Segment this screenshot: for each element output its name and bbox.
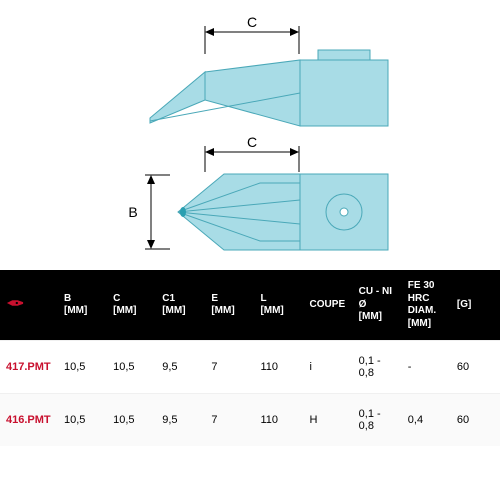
cell: 0,4 [402, 394, 451, 447]
col-l: L[MM] [254, 270, 303, 341]
dim-bottom-c-label: C [247, 134, 257, 150]
col-e: E[MM] [205, 270, 254, 341]
col-c: C[MM] [107, 270, 156, 341]
dim-bottom-b: B [128, 175, 170, 249]
cell: 60 [451, 394, 500, 447]
spec-table-body: 417.PMT 10,5 10,5 9,5 7 110 i 0,1 - 0,8 … [0, 341, 500, 447]
cell-model: 417.PMT [0, 341, 58, 394]
cell: 9,5 [156, 394, 205, 447]
cell: 110 [254, 394, 303, 447]
col-icon [0, 270, 58, 341]
col-c1: C1[MM] [156, 270, 205, 341]
spec-table: B[MM] C[MM] C1[MM] E[MM] L[MM] COUPE CU … [0, 270, 500, 446]
cell: 7 [205, 341, 254, 394]
dim-top-c: C [205, 14, 299, 54]
dim-top-c-label: C [247, 14, 257, 30]
cell: i [304, 341, 353, 394]
cell: 0,1 - 0,8 [353, 341, 402, 394]
spec-table-head: B[MM] C[MM] C1[MM] E[MM] L[MM] COUPE CU … [0, 270, 500, 341]
table-row: 416.PMT 10,5 10,5 9,5 7 110 H 0,1 - 0,8 … [0, 394, 500, 447]
cell: 60 [451, 341, 500, 394]
pliers-icon [6, 298, 24, 308]
table-row: 417.PMT 10,5 10,5 9,5 7 110 i 0,1 - 0,8 … [0, 341, 500, 394]
cell: 110 [254, 341, 303, 394]
spec-table-container: B[MM] C[MM] C1[MM] E[MM] L[MM] COUPE CU … [0, 270, 500, 500]
col-cuni: CU - NI Ø[MM] [353, 270, 402, 341]
col-coupe: COUPE [304, 270, 353, 341]
cell: 10,5 [58, 341, 107, 394]
cell: H [304, 394, 353, 447]
technical-diagram: C [0, 0, 500, 270]
col-g: [G] [451, 270, 500, 341]
cell: 10,5 [107, 394, 156, 447]
cell: 10,5 [58, 394, 107, 447]
cell: 7 [205, 394, 254, 447]
cell-model: 416.PMT [0, 394, 58, 447]
bottom-view-shape [178, 174, 388, 250]
product-spec-page: C [0, 0, 500, 500]
col-b: B[MM] [58, 270, 107, 341]
dim-bottom-b-label: B [128, 204, 137, 220]
top-view-shape [150, 50, 388, 126]
cell: 10,5 [107, 341, 156, 394]
col-fe30: FE 30 HRC DIAM.[MM] [402, 270, 451, 341]
cell: - [402, 341, 451, 394]
dim-bottom-c: C [205, 134, 299, 172]
diagram-svg: C [0, 0, 500, 270]
cell: 0,1 - 0,8 [353, 394, 402, 447]
cell: 9,5 [156, 341, 205, 394]
